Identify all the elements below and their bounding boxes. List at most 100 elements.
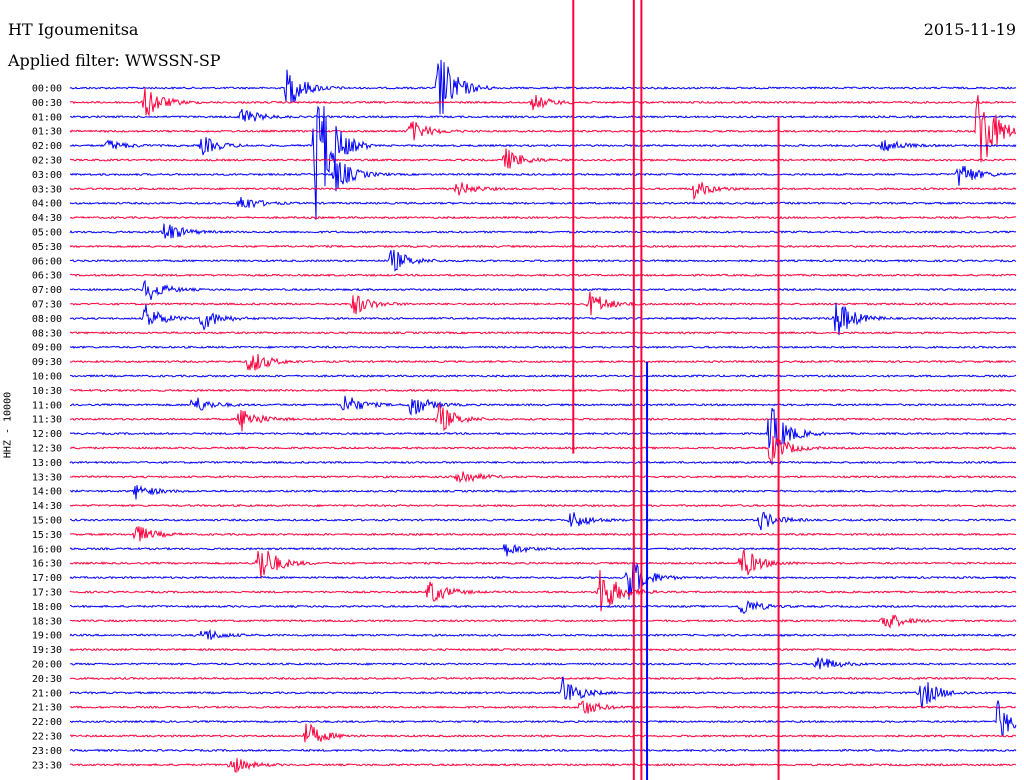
trace-row: [69, 353, 1017, 371]
trace-row: [69, 549, 1017, 579]
row-label: 14:00: [32, 487, 62, 498]
trace-row: [69, 569, 1017, 612]
trace-row: [69, 460, 1017, 465]
row-label: 13:00: [32, 458, 62, 469]
trace-row: [69, 273, 1017, 278]
row-label: 14:30: [32, 501, 62, 512]
row-label: 07:30: [32, 300, 62, 311]
date-label: 2015-11-19: [923, 20, 1016, 39]
trace-row: [69, 302, 1017, 336]
row-label: 06:00: [32, 256, 62, 267]
trace-row: [69, 758, 1017, 773]
row-label: 02:30: [32, 156, 62, 167]
trace-row: [69, 435, 1016, 466]
trace-row: [69, 197, 1017, 209]
trace-row: [69, 59, 1017, 115]
row-label: 16:30: [32, 559, 62, 570]
trace-row: [69, 647, 1017, 652]
trace-row: [69, 676, 1017, 709]
trace-row: [69, 345, 1017, 350]
row-label: 09:00: [32, 343, 62, 354]
trace-row: [69, 279, 1017, 301]
row-label: 02:00: [32, 141, 62, 152]
row-label: 20:30: [32, 674, 62, 685]
row-label: 06:30: [32, 271, 62, 282]
row-label: 21:30: [32, 703, 62, 714]
trace-row: [69, 215, 1017, 220]
row-label: 16:00: [32, 544, 62, 555]
trace-row: [69, 543, 1017, 557]
row-label: 13:30: [32, 472, 62, 483]
row-label: 18:00: [32, 602, 62, 613]
row-label: 04:00: [32, 199, 62, 210]
trace-row: [69, 471, 1017, 484]
row-label: 21:00: [32, 688, 62, 699]
row-label: 22:30: [32, 732, 62, 743]
trace-row: [69, 403, 1017, 432]
row-label: 00:00: [32, 84, 62, 95]
trace-row: [69, 291, 1017, 316]
row-label: 15:30: [32, 530, 62, 541]
trace-row: [69, 105, 1017, 220]
row-label: 18:30: [32, 616, 62, 627]
row-label: 19:00: [32, 631, 62, 642]
trace-row: [69, 388, 1017, 393]
row-label: 00:30: [32, 98, 62, 109]
trace-row: [69, 503, 1017, 508]
trace-row: [69, 700, 1017, 737]
trace-row: [69, 511, 1017, 531]
row-label: 15:00: [32, 516, 62, 527]
trace-row: [69, 628, 1017, 640]
row-label: 23:30: [32, 760, 62, 771]
trace-row: [69, 154, 1017, 192]
trace-row: [69, 182, 1017, 201]
row-label: 17:00: [32, 573, 62, 584]
trace-row: [69, 87, 1017, 117]
trace-row: [69, 407, 1017, 449]
row-label: 10:00: [32, 372, 62, 383]
row-label: 05:30: [32, 242, 62, 253]
trace-row: [69, 723, 1017, 743]
row-label: 05:00: [32, 228, 62, 239]
trace-row: [69, 526, 1017, 542]
row-label: 19:30: [32, 645, 62, 656]
row-label: 01:00: [32, 112, 62, 123]
row-label: 11:00: [32, 400, 62, 411]
trace-row: [69, 676, 1017, 681]
station-title: HT Igoumenitsa: [8, 20, 139, 39]
row-label: 10:30: [32, 386, 62, 397]
trace-row: [69, 748, 1017, 753]
trace-row: [69, 109, 1017, 122]
row-label: 01:30: [32, 127, 62, 138]
row-label: 08:30: [32, 328, 62, 339]
trace-row: [69, 395, 1017, 416]
trace-row: [69, 330, 1016, 335]
row-label: 20:00: [32, 660, 62, 671]
trace-row: [69, 223, 1017, 239]
row-label: 04:30: [32, 213, 62, 224]
filter-label: Applied filter: WWSSN-SP: [8, 51, 221, 70]
row-label: 08:00: [32, 314, 62, 325]
trace-row: [69, 614, 1017, 629]
trace-row: [69, 562, 1017, 600]
row-label: 23:00: [32, 746, 62, 757]
row-label: 12:00: [32, 429, 62, 440]
row-label: 22:00: [32, 717, 62, 728]
row-label: 09:30: [32, 357, 62, 368]
trace-row: [69, 700, 1017, 714]
row-label: 03:00: [32, 170, 62, 181]
trace-row: [69, 657, 1017, 670]
trace-row: [69, 95, 1017, 163]
trace-row: [69, 249, 1017, 272]
trace-row: [69, 484, 1017, 500]
trace-row: [69, 374, 1017, 378]
row-label: 11:30: [32, 415, 62, 426]
row-label: 17:30: [32, 588, 62, 599]
row-label: 12:30: [32, 444, 62, 455]
trace-row: [69, 148, 1017, 169]
trace-row: [70, 600, 1017, 615]
trace-row: [69, 244, 1017, 249]
row-label: 03:30: [32, 184, 62, 195]
row-label: 07:00: [32, 285, 62, 296]
